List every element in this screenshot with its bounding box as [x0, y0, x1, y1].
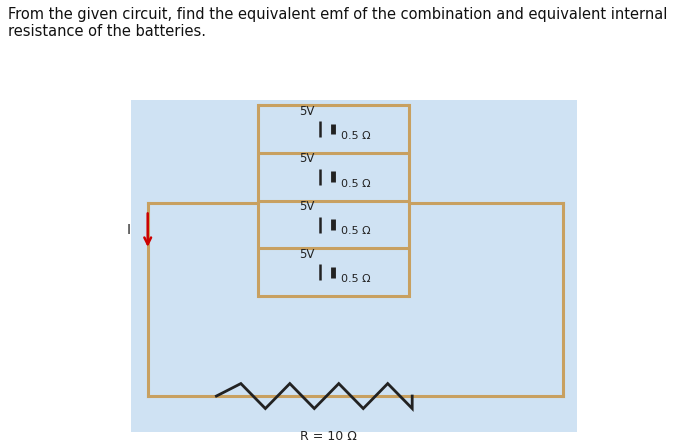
Text: From the given circuit, find the equivalent emf of the combination and equivalen: From the given circuit, find the equival…	[8, 7, 668, 39]
Text: 0.5 Ω: 0.5 Ω	[341, 178, 370, 189]
Text: 0.5 Ω: 0.5 Ω	[341, 131, 370, 141]
Text: 0.5 Ω: 0.5 Ω	[341, 227, 370, 236]
Text: 0.5 Ω: 0.5 Ω	[341, 274, 370, 284]
Text: I: I	[126, 223, 131, 237]
Text: 5V: 5V	[299, 152, 314, 165]
Text: 5V: 5V	[299, 200, 314, 213]
Bar	[131, 100, 577, 432]
Text: 5V: 5V	[299, 248, 314, 260]
Text: 5V: 5V	[299, 104, 314, 117]
Text: R = 10 Ω: R = 10 Ω	[300, 430, 357, 443]
